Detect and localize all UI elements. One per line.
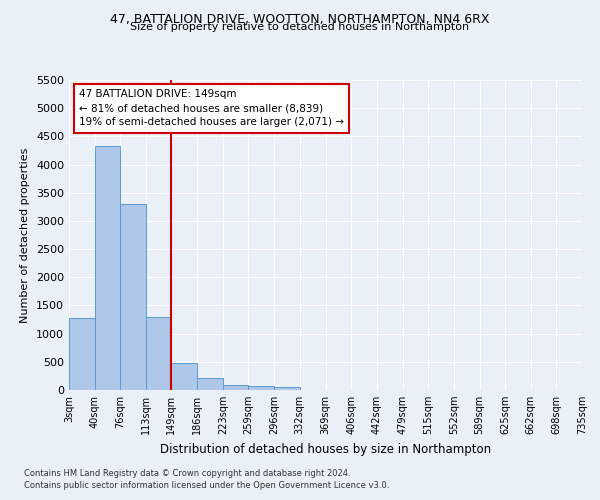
Bar [95,146,120,390]
Bar [172,363,197,390]
Bar [197,378,223,390]
Text: Contains HM Land Registry data © Crown copyright and database right 2024.: Contains HM Land Registry data © Crown c… [24,468,350,477]
Bar [248,386,274,390]
Text: Contains public sector information licensed under the Open Government Licence v3: Contains public sector information licen… [24,481,389,490]
Bar [274,386,299,390]
Text: 47, BATTALION DRIVE, WOOTTON, NORTHAMPTON, NN4 6RX: 47, BATTALION DRIVE, WOOTTON, NORTHAMPTO… [110,12,490,26]
Text: Size of property relative to detached houses in Northampton: Size of property relative to detached ho… [130,22,470,32]
Bar [120,204,146,390]
Bar [223,385,248,390]
Text: 47 BATTALION DRIVE: 149sqm
← 81% of detached houses are smaller (8,839)
19% of s: 47 BATTALION DRIVE: 149sqm ← 81% of deta… [79,90,344,128]
Bar [69,318,95,390]
X-axis label: Distribution of detached houses by size in Northampton: Distribution of detached houses by size … [160,442,491,456]
Y-axis label: Number of detached properties: Number of detached properties [20,148,31,322]
Bar [146,318,172,390]
